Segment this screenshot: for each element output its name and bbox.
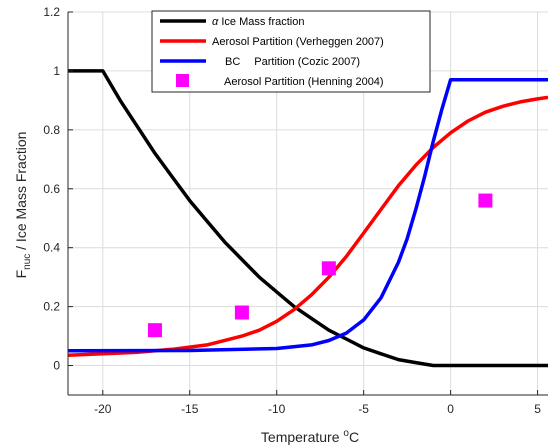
x-tick-label: -10 bbox=[268, 402, 286, 416]
series-line-ice-mass-fraction bbox=[68, 69, 548, 368]
y-tick-label: 1.2 bbox=[43, 5, 60, 19]
x-tick-label: -15 bbox=[181, 402, 199, 416]
x-axis-title-sup: o bbox=[343, 428, 349, 439]
series-line-aerosol-partition-verheggen-2007 bbox=[67, 95, 548, 357]
legend: α Ice Mass fraction Aerosol Partition (V… bbox=[151, 10, 431, 93]
legend-box bbox=[151, 10, 431, 93]
x-tick-label: 0 bbox=[447, 402, 454, 416]
x-axis-title-unit: C bbox=[349, 429, 359, 445]
y-axis-title-rest: / Ice Mass Fraction bbox=[13, 132, 29, 254]
data-point-aerosol-partition-henning-2004 bbox=[478, 193, 493, 208]
y-tick-label: 0 bbox=[53, 359, 60, 373]
x-tick-label: -5 bbox=[358, 402, 369, 416]
axes bbox=[67, 12, 548, 396]
plot-area bbox=[67, 69, 548, 368]
y-tick-label: 0.6 bbox=[43, 182, 60, 196]
legend-label-verheggen: Aerosol Partition (Verheggen 2007) bbox=[212, 36, 384, 48]
data-point-aerosol-partition-henning-2004 bbox=[147, 323, 162, 338]
y-tick-label: 0.8 bbox=[43, 123, 60, 137]
y-axis-title: Fnuc / Ice Mass Fraction bbox=[13, 132, 33, 279]
x-tick-label: 5 bbox=[534, 402, 541, 416]
data-point-aerosol-partition-henning-2004 bbox=[234, 305, 249, 320]
x-tick-label: -20 bbox=[94, 402, 112, 416]
ticks: -20 -15 -10 -5 0 5 0 0.2 0.4 0.6 0.8 1 1.2 bbox=[43, 5, 541, 416]
legend-swatch-henning bbox=[176, 74, 189, 87]
y-tick-label: 0.2 bbox=[43, 300, 60, 314]
y-tick-label: 1 bbox=[53, 64, 60, 78]
y-tick-label: 0.4 bbox=[43, 241, 60, 255]
legend-label-ice-mass: α Ice Mass fraction bbox=[212, 16, 304, 28]
y-axis-title-main: F bbox=[13, 270, 29, 279]
x-axis-title: Temperature oC bbox=[261, 428, 359, 445]
legend-label-cozic: BC Partition (Cozic 2007) bbox=[225, 56, 360, 68]
y-axis-title-sub: nuc bbox=[22, 254, 33, 270]
legend-label-henning: Aerosol Partition (Henning 2004) bbox=[224, 76, 384, 88]
data-point-aerosol-partition-henning-2004 bbox=[321, 261, 336, 276]
series-line-bc-partition-cozic-2007 bbox=[67, 78, 548, 353]
